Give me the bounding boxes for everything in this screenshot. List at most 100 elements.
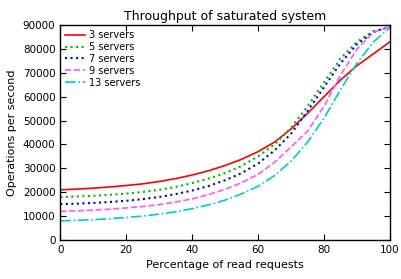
9 servers [255,173,260,176]
Line: 9 servers: 9 servers [60,26,389,211]
7 servers [321,85,326,89]
5 servers [74,195,79,198]
Line: 13 servers: 13 servers [60,28,389,221]
13 servers [107,217,112,220]
7 servers [354,42,358,46]
5 servers [337,57,342,60]
13 servers [239,192,243,196]
9 servers [337,74,342,77]
3 servers [321,95,326,98]
Line: 7 servers: 7 servers [60,26,389,204]
9 servers [74,209,79,213]
7 servers [222,179,227,182]
3 servers [255,150,260,153]
3 servers [156,180,161,183]
5 servers [304,105,309,108]
7 servers [337,62,342,65]
5 servers [321,81,326,84]
5 servers [156,188,161,191]
13 servers [74,219,79,222]
9 servers [91,208,95,212]
9 servers [156,203,161,206]
5 servers [354,40,358,44]
9 servers [140,205,145,208]
13 servers [387,26,391,29]
7 servers [288,132,293,135]
13 servers [58,219,63,223]
3 servers [206,169,211,172]
7 servers [140,198,145,201]
Title: Throughput of saturated system: Throughput of saturated system [124,9,326,23]
13 servers [140,214,145,218]
3 servers [288,127,293,131]
9 servers [206,193,211,196]
5 servers [239,164,243,168]
7 servers [370,31,375,34]
5 servers [288,126,293,129]
9 servers [189,197,194,201]
7 servers [107,200,112,204]
13 servers [370,40,375,44]
13 servers [189,207,194,210]
3 servers [58,188,63,191]
9 servers [222,188,227,191]
9 servers [321,105,326,108]
7 servers [189,189,194,192]
Y-axis label: Operations per second: Operations per second [7,69,17,196]
7 servers [239,171,243,175]
3 servers [173,177,178,180]
7 servers [387,25,391,28]
13 servers [255,185,260,188]
13 servers [124,216,128,219]
3 servers [271,140,276,144]
7 servers [255,162,260,165]
3 servers [91,186,95,190]
9 servers [271,161,276,164]
13 servers [156,213,161,216]
9 servers [107,208,112,211]
9 servers [173,200,178,204]
13 servers [337,88,342,91]
13 servers [206,203,211,206]
7 servers [156,195,161,199]
3 servers [370,52,375,56]
5 servers [271,143,276,146]
7 servers [206,184,211,188]
3 servers [189,173,194,177]
3 servers [304,112,309,115]
3 servers [354,64,358,67]
13 servers [91,218,95,221]
13 servers [321,117,326,120]
3 servers [387,40,391,44]
13 servers [271,174,276,177]
3 servers [222,164,227,167]
9 servers [288,145,293,148]
Line: 5 servers: 5 servers [60,28,389,197]
13 servers [222,198,227,202]
9 servers [58,210,63,213]
5 servers [91,194,95,198]
9 servers [370,31,375,34]
7 servers [271,149,276,152]
7 servers [91,201,95,205]
13 servers [354,62,358,65]
13 servers [173,210,178,213]
5 servers [387,26,391,29]
5 servers [140,190,145,194]
9 servers [124,206,128,210]
5 servers [124,192,128,195]
5 servers [206,177,211,180]
3 servers [124,184,128,187]
3 servers [140,182,145,186]
3 servers [239,158,243,161]
13 servers [288,160,293,163]
9 servers [387,25,391,28]
Line: 3 servers: 3 servers [60,42,389,190]
9 servers [239,181,243,184]
5 servers [255,155,260,158]
7 servers [74,202,79,205]
5 servers [173,185,178,189]
7 servers [173,193,178,196]
5 servers [370,29,375,33]
7 servers [58,203,63,206]
